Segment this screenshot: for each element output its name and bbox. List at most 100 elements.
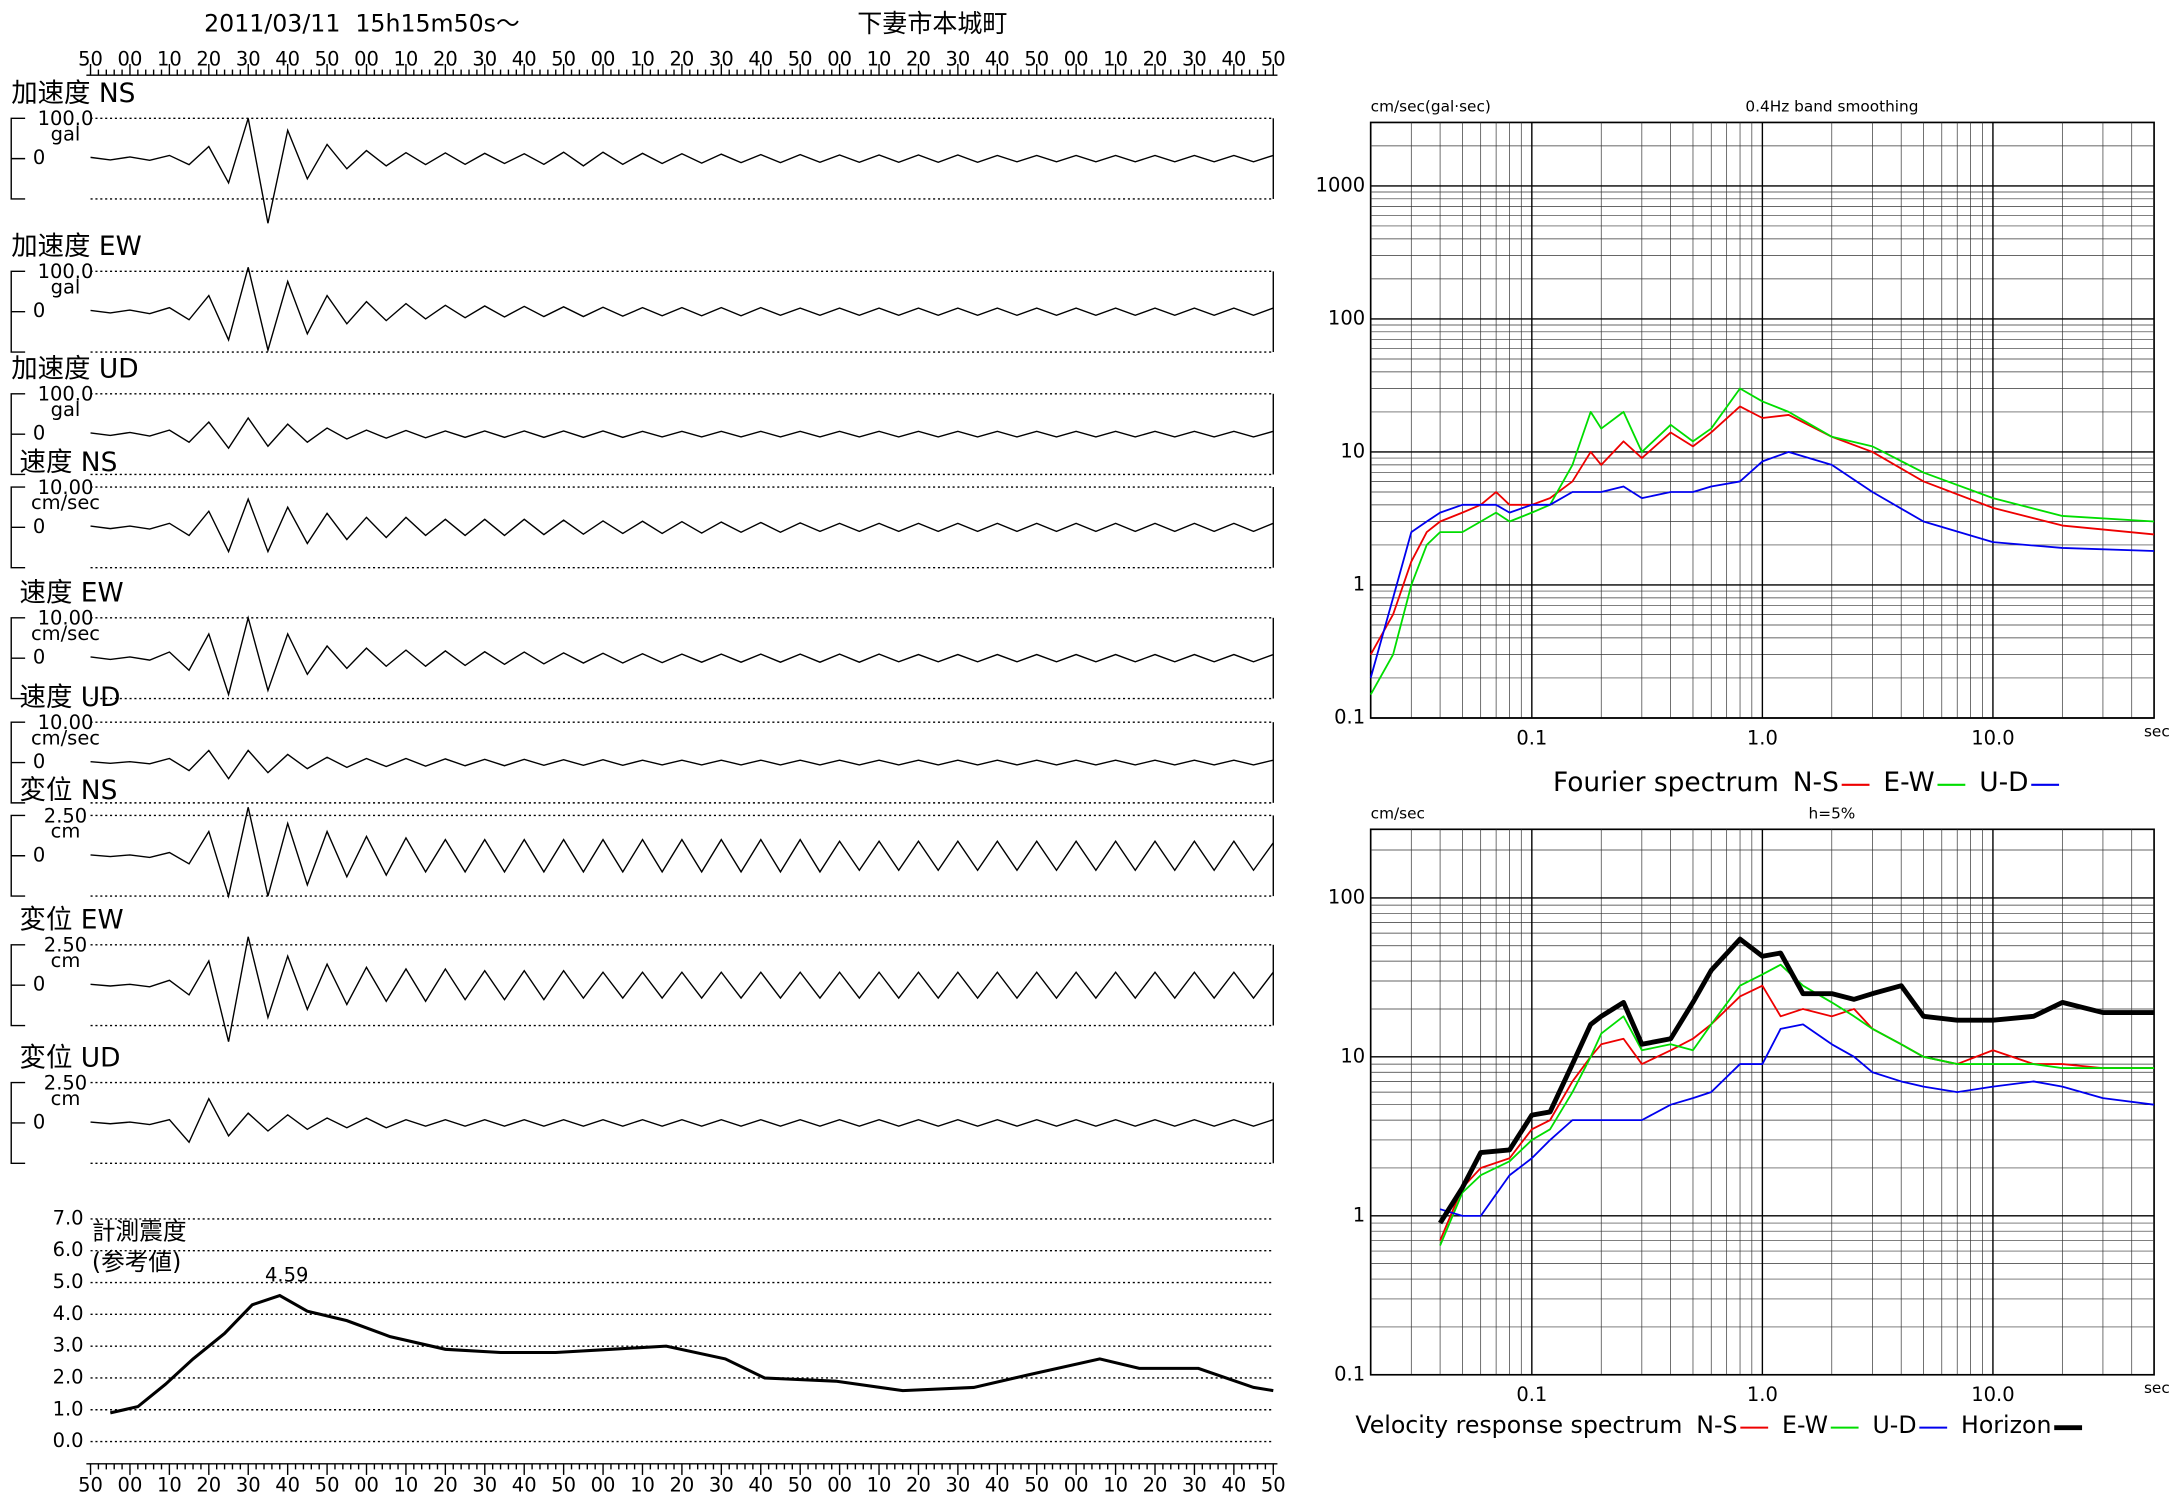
time-tick-label: 10 <box>630 47 655 70</box>
y-tick-label: 2.0 <box>53 1365 84 1388</box>
y-axis-label: cm/sec <box>1371 805 1425 823</box>
panel-label: 加速度 EW <box>11 231 141 262</box>
time-tick-label: 10 <box>1103 1474 1128 1497</box>
time-tick-label: 40 <box>748 47 773 70</box>
time-tick-label: 10 <box>394 1474 419 1497</box>
panel-scale-label: 100.0 <box>38 107 94 130</box>
panel-label: 変位 NS <box>20 775 118 806</box>
intensity-line <box>109 1293 1274 1415</box>
time-tick-label: 30 <box>709 47 734 70</box>
panel-bracket <box>10 814 26 897</box>
panel-scale-label: 2.50 <box>44 934 87 957</box>
y-tick-label: 10 <box>1340 1044 1365 1067</box>
time-tick-label: 00 <box>118 47 143 70</box>
panel-unit: cm <box>51 820 81 843</box>
chart-note: h=5% <box>1809 805 1856 823</box>
waveform <box>90 267 1274 353</box>
time-tick-label: 30 <box>236 1474 261 1497</box>
y-tick-label: 5.0 <box>53 1270 84 1293</box>
time-tick-label: 30 <box>1182 47 1207 70</box>
panel-bracket <box>10 486 26 569</box>
legend-label: N-S <box>1696 1411 1737 1439</box>
y-tick-label: 1000 <box>1316 173 1366 196</box>
y-tick-label: 6.0 <box>53 1238 84 1261</box>
y-tick-label: 0.1 <box>1334 705 1365 728</box>
time-tick-label: 50 <box>1261 47 1286 70</box>
time-tick-label: 30 <box>472 47 497 70</box>
panel-zero-label: 0 <box>33 973 45 996</box>
waveform <box>90 615 1274 697</box>
time-tick-label: 10 <box>867 1474 892 1497</box>
y-tick-label: 10 <box>1340 439 1365 462</box>
time-tick-label: 20 <box>670 1474 695 1497</box>
legend-label: U-D <box>1979 767 2028 798</box>
legend-label: E-W <box>1883 767 1934 798</box>
panel-label: 速度 NS <box>20 447 118 478</box>
series-line <box>1439 1023 2155 1217</box>
time-tick-label: 30 <box>1182 1474 1207 1497</box>
series-line <box>1438 936 2155 1225</box>
panel-zero-label: 0 <box>33 843 45 866</box>
panel-scale-label: 100.0 <box>38 383 94 406</box>
time-tick-label: 20 <box>196 1474 221 1497</box>
time-tick-label: 00 <box>118 1474 143 1497</box>
time-tick-label: 10 <box>157 1474 182 1497</box>
panel-unit: cm <box>51 1087 81 1110</box>
panel-bracket <box>10 270 26 353</box>
x-tick-label: 10.0 <box>1971 1383 2014 1406</box>
intensity-subtitle: (参考値) <box>92 1248 181 1276</box>
time-tick-label: 00 <box>827 1474 852 1497</box>
panel-zero-label: 0 <box>33 515 45 538</box>
peak-label: 4.59 <box>265 1264 308 1287</box>
x-tick-label: 1.0 <box>1747 726 1778 749</box>
time-tick-label: 40 <box>1221 1474 1246 1497</box>
y-tick-label: 3.0 <box>53 1334 84 1357</box>
waveform <box>90 118 1274 224</box>
time-tick-label: 50 <box>788 1474 813 1497</box>
y-tick-label: 4.0 <box>53 1302 84 1325</box>
time-tick-label: 50 <box>551 47 576 70</box>
y-tick-label: 100 <box>1328 885 1365 908</box>
panel-unit: cm <box>51 949 81 972</box>
panel-scale-label: 10.00 <box>38 476 94 499</box>
time-tick-label: 50 <box>315 47 340 70</box>
panel-label: 変位 EW <box>20 905 124 936</box>
y-tick-label: 0.1 <box>1334 1362 1365 1385</box>
time-tick-label: 50 <box>78 47 103 70</box>
waveform <box>90 1097 1274 1144</box>
chart-note: 0.4Hz band smoothing <box>1745 98 1918 116</box>
time-tick-label: 20 <box>1143 47 1168 70</box>
panel-zero-label: 0 <box>33 646 45 669</box>
legend-label: Horizon <box>1961 1411 2051 1439</box>
x-axis-label: sec <box>2144 722 2170 740</box>
panel-label: 速度 UD <box>20 682 121 713</box>
waveform <box>90 936 1274 1042</box>
y-tick-label: 7.0 <box>53 1206 84 1229</box>
panel-bracket <box>10 117 26 200</box>
panel-scale-label: 100.0 <box>38 260 94 283</box>
y-tick-label: 0.0 <box>53 1429 84 1452</box>
time-tick-label: 10 <box>394 47 419 70</box>
time-tick-label: 40 <box>512 1474 537 1497</box>
panel-bracket <box>10 1081 26 1164</box>
time-tick-label: 20 <box>906 1474 931 1497</box>
panel-bracket <box>10 721 26 804</box>
panel-unit: gal <box>51 122 81 145</box>
time-tick-label: 30 <box>236 47 261 70</box>
legend-title: Fourier spectrum <box>1553 767 1779 798</box>
series-line <box>1439 963 2155 1246</box>
legend-title: Velocity response spectrum <box>1355 1411 1682 1439</box>
panel-unit: cm/sec <box>31 491 100 514</box>
time-tick-label: 50 <box>551 1474 576 1497</box>
time-tick-label: 10 <box>867 47 892 70</box>
x-axis-label: sec <box>2144 1379 2170 1397</box>
panel-unit: gal <box>51 276 81 299</box>
waveform <box>90 416 1274 450</box>
time-tick-label: 10 <box>630 1474 655 1497</box>
waveform <box>90 749 1274 780</box>
time-tick-label: 00 <box>1064 47 1089 70</box>
legend-label: E-W <box>1782 1411 1828 1439</box>
intensity-title: 計測震度 <box>92 1217 187 1245</box>
time-tick-label: 30 <box>945 47 970 70</box>
